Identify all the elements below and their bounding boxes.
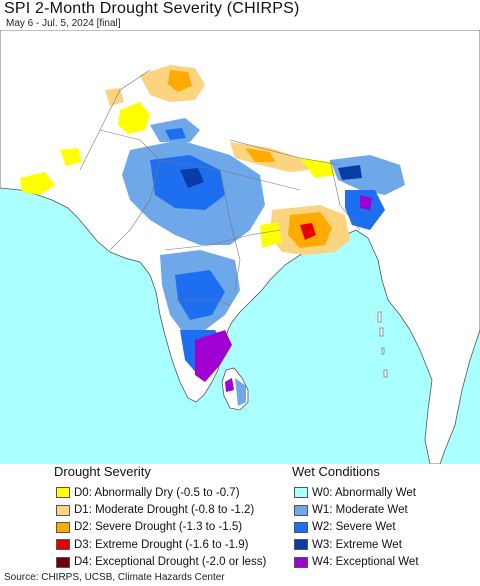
map-canvas: [0, 30, 480, 464]
legend-swatch: [56, 539, 70, 551]
page-title: SPI 2-Month Drought Severity (CHIRPS): [4, 0, 300, 17]
internal-borders: [79, 69, 361, 306]
legend-item-w1: W1: Moderate Wet: [294, 501, 419, 518]
legend-swatch: [56, 504, 70, 516]
drought-legend-title: Drought Severity: [54, 464, 151, 479]
legend: Drought Severity Wet Conditions D0: Abno…: [0, 464, 480, 570]
legend-item-d0: D0: Abnormally Dry (-0.5 to -0.7): [56, 484, 266, 501]
source-credit: Source: CHIRPS, UCSB, Climate Hazards Ce…: [4, 572, 225, 583]
legend-item-w0: W0: Abnormally Wet: [294, 484, 419, 501]
legend-item-d3: D3: Extreme Drought (-1.6 to -1.9): [56, 536, 266, 553]
land-mainland: [0, 30, 480, 464]
wet-legend-list: W0: Abnormally Wet W1: Moderate Wet W2: …: [294, 484, 419, 571]
legend-label: D0: Abnormally Dry (-0.5 to -0.7): [74, 486, 240, 499]
wet-patches: [122, 118, 405, 406]
legend-label: W1: Moderate Wet: [312, 504, 408, 517]
legend-swatch: [294, 539, 308, 551]
drought-legend-list: D0: Abnormally Dry (-0.5 to -0.7) D1: Mo…: [56, 484, 266, 571]
legend-label: W0: Abnormally Wet: [312, 486, 416, 499]
legend-label: W4: Exceptional Wet: [312, 556, 419, 569]
legend-label: D1: Moderate Drought (-0.8 to -1.2): [74, 504, 255, 517]
legend-swatch: [56, 487, 70, 499]
legend-item-d4: D4: Exceptional Drought (-2.0 or less): [56, 554, 266, 571]
legend-label: D2: Severe Drought (-1.3 to -1.5): [74, 521, 243, 534]
legend-swatch: [294, 556, 308, 568]
legend-swatch: [294, 521, 308, 533]
legend-swatch: [294, 504, 308, 516]
legend-item-d2: D2: Severe Drought (-1.3 to -1.5): [56, 519, 266, 536]
legend-item-w4: W4: Exceptional Wet: [294, 554, 419, 571]
wet-legend-title: Wet Conditions: [292, 464, 380, 479]
andaman-islands: [377, 311, 388, 378]
legend-label: D4: Exceptional Drought (-2.0 or less): [74, 556, 267, 569]
drought-patches: [20, 65, 350, 255]
legend-swatch: [56, 521, 70, 533]
legend-item-w2: W2: Severe Wet: [294, 519, 419, 536]
legend-item-d1: D1: Moderate Drought (-0.8 to -1.2): [56, 501, 266, 518]
date-range: May 6 - Jul. 5, 2024 [final]: [6, 18, 121, 29]
legend-swatch: [294, 487, 308, 499]
legend-label: W3: Extreme Wet: [312, 538, 402, 551]
drought-map: [0, 30, 480, 464]
legend-label: W2: Severe Wet: [312, 521, 396, 534]
legend-item-w3: W3: Extreme Wet: [294, 536, 419, 553]
legend-swatch: [56, 556, 70, 568]
legend-label: D3: Extreme Drought (-1.6 to -1.9): [74, 538, 249, 551]
